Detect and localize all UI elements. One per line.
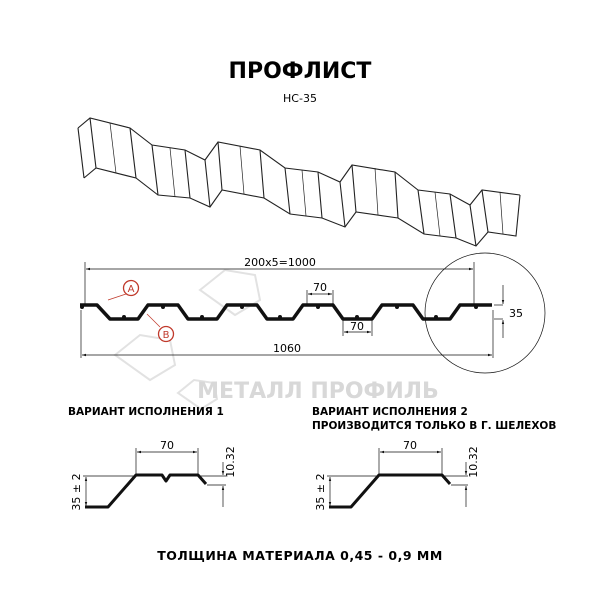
variant-1-height: 35 ± 2	[70, 473, 83, 510]
dim-total-label: 1060	[273, 342, 301, 355]
dim-bottom-width-label: 70	[350, 320, 364, 333]
profile-line	[80, 303, 492, 321]
material-thickness-note: ТОЛЩИНА МАТЕРИАЛА 0,45 - 0,9 ММ	[157, 548, 443, 563]
dim-span-label: 200x5=1000	[244, 256, 316, 269]
page-subtitle: НС-35	[283, 92, 317, 105]
dim-top-width-label: 70	[313, 281, 327, 294]
variant-2-width: 70	[403, 439, 417, 452]
svg-text:A: A	[128, 284, 135, 295]
variant-1: ВАРИАНТ ИСПОЛНЕНИЯ 1 70 35 ± 2 10.32	[68, 406, 237, 511]
variant-1-width: 70	[160, 439, 174, 452]
variant-2-height: 35 ± 2	[314, 473, 327, 510]
variant-1-step: 10.32	[224, 446, 237, 478]
watermark-text: МЕТАЛЛ ПРОФИЛЬ	[197, 379, 439, 404]
page-title: ПРОФЛИСТ	[229, 59, 372, 84]
watermark-logo	[113, 268, 262, 411]
variant-2-label-line2: ПРОИЗВОДИТСЯ ТОЛЬКО В Г. ШЕЛЕХОВ	[312, 420, 556, 432]
dim-height-label: 35	[509, 307, 523, 320]
variant-2: ВАРИАНТ ИСПОЛНЕНИЯ 2 ПРОИЗВОДИТСЯ ТОЛЬКО…	[312, 406, 556, 511]
detail-circle	[424, 252, 546, 374]
main-profile: 200x5=1000 1060 70 70 35 A B	[80, 252, 546, 374]
svg-text:B: B	[163, 330, 170, 341]
marker-b: B	[157, 325, 175, 343]
variant-2-step: 10.32	[467, 446, 480, 478]
variant-2-label-line1: ВАРИАНТ ИСПОЛНЕНИЯ 2	[312, 406, 468, 418]
variant-1-label: ВАРИАНТ ИСПОЛНЕНИЯ 1	[68, 406, 224, 418]
variant-2-profile	[329, 473, 452, 509]
variant-1-profile	[85, 473, 208, 509]
marker-a: A	[122, 279, 140, 297]
sheet-3d-illustration	[77, 117, 521, 247]
